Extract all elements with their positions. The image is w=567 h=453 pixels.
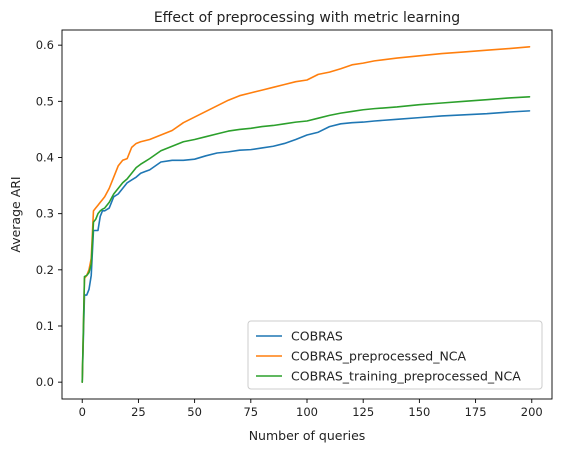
- y-axis: 0.0 0.1 0.2 0.3 0.4 0.5 0.6: [36, 38, 62, 389]
- y-tick-label: 0.2: [36, 263, 54, 277]
- y-tick-label: 0.6: [36, 38, 54, 52]
- chart-title: Effect of preprocessing with metric lear…: [154, 10, 460, 26]
- y-tick-label: 0.5: [36, 94, 54, 108]
- y-tick-label: 0.1: [36, 319, 54, 333]
- legend-item: COBRAS: [256, 329, 343, 344]
- x-axis: 0 25 50 75 100 125 150 175 200: [79, 399, 543, 419]
- plot-area: [81, 46, 531, 383]
- x-tick-label: 75: [243, 405, 258, 419]
- legend-label: COBRAS_training_preprocessed_NCA: [291, 369, 521, 384]
- series-line-1: [81, 46, 531, 383]
- x-tick-label: 125: [352, 405, 374, 419]
- legend: COBRAS COBRAS_preprocessed_NCA COBRAS_trai…: [247, 320, 543, 390]
- x-tick-label: 150: [408, 405, 430, 419]
- legend-item: COBRAS_training_preprocessed_NCA: [256, 369, 521, 384]
- x-tick-label: 100: [296, 405, 318, 419]
- y-tick-label: 0.3: [36, 207, 54, 221]
- legend-label: COBRAS: [291, 329, 343, 344]
- y-tick-label: 0.0: [36, 375, 54, 389]
- series-line-0: [81, 110, 531, 383]
- x-tick-label: 50: [187, 405, 202, 419]
- x-tick-label: 200: [521, 405, 543, 419]
- x-tick-label: 25: [131, 405, 146, 419]
- x-axis-label: Number of queries: [249, 428, 366, 443]
- x-tick-label: 175: [465, 405, 487, 419]
- y-axis-label: Average ARI: [8, 176, 23, 252]
- series-line-2: [81, 96, 531, 383]
- legend-label: COBRAS_preprocessed_NCA: [291, 349, 467, 364]
- x-tick-label: 0: [79, 405, 86, 419]
- y-tick-label: 0.4: [36, 150, 54, 164]
- legend-box: [247, 320, 543, 390]
- legend-item: COBRAS_preprocessed_NCA: [256, 349, 467, 364]
